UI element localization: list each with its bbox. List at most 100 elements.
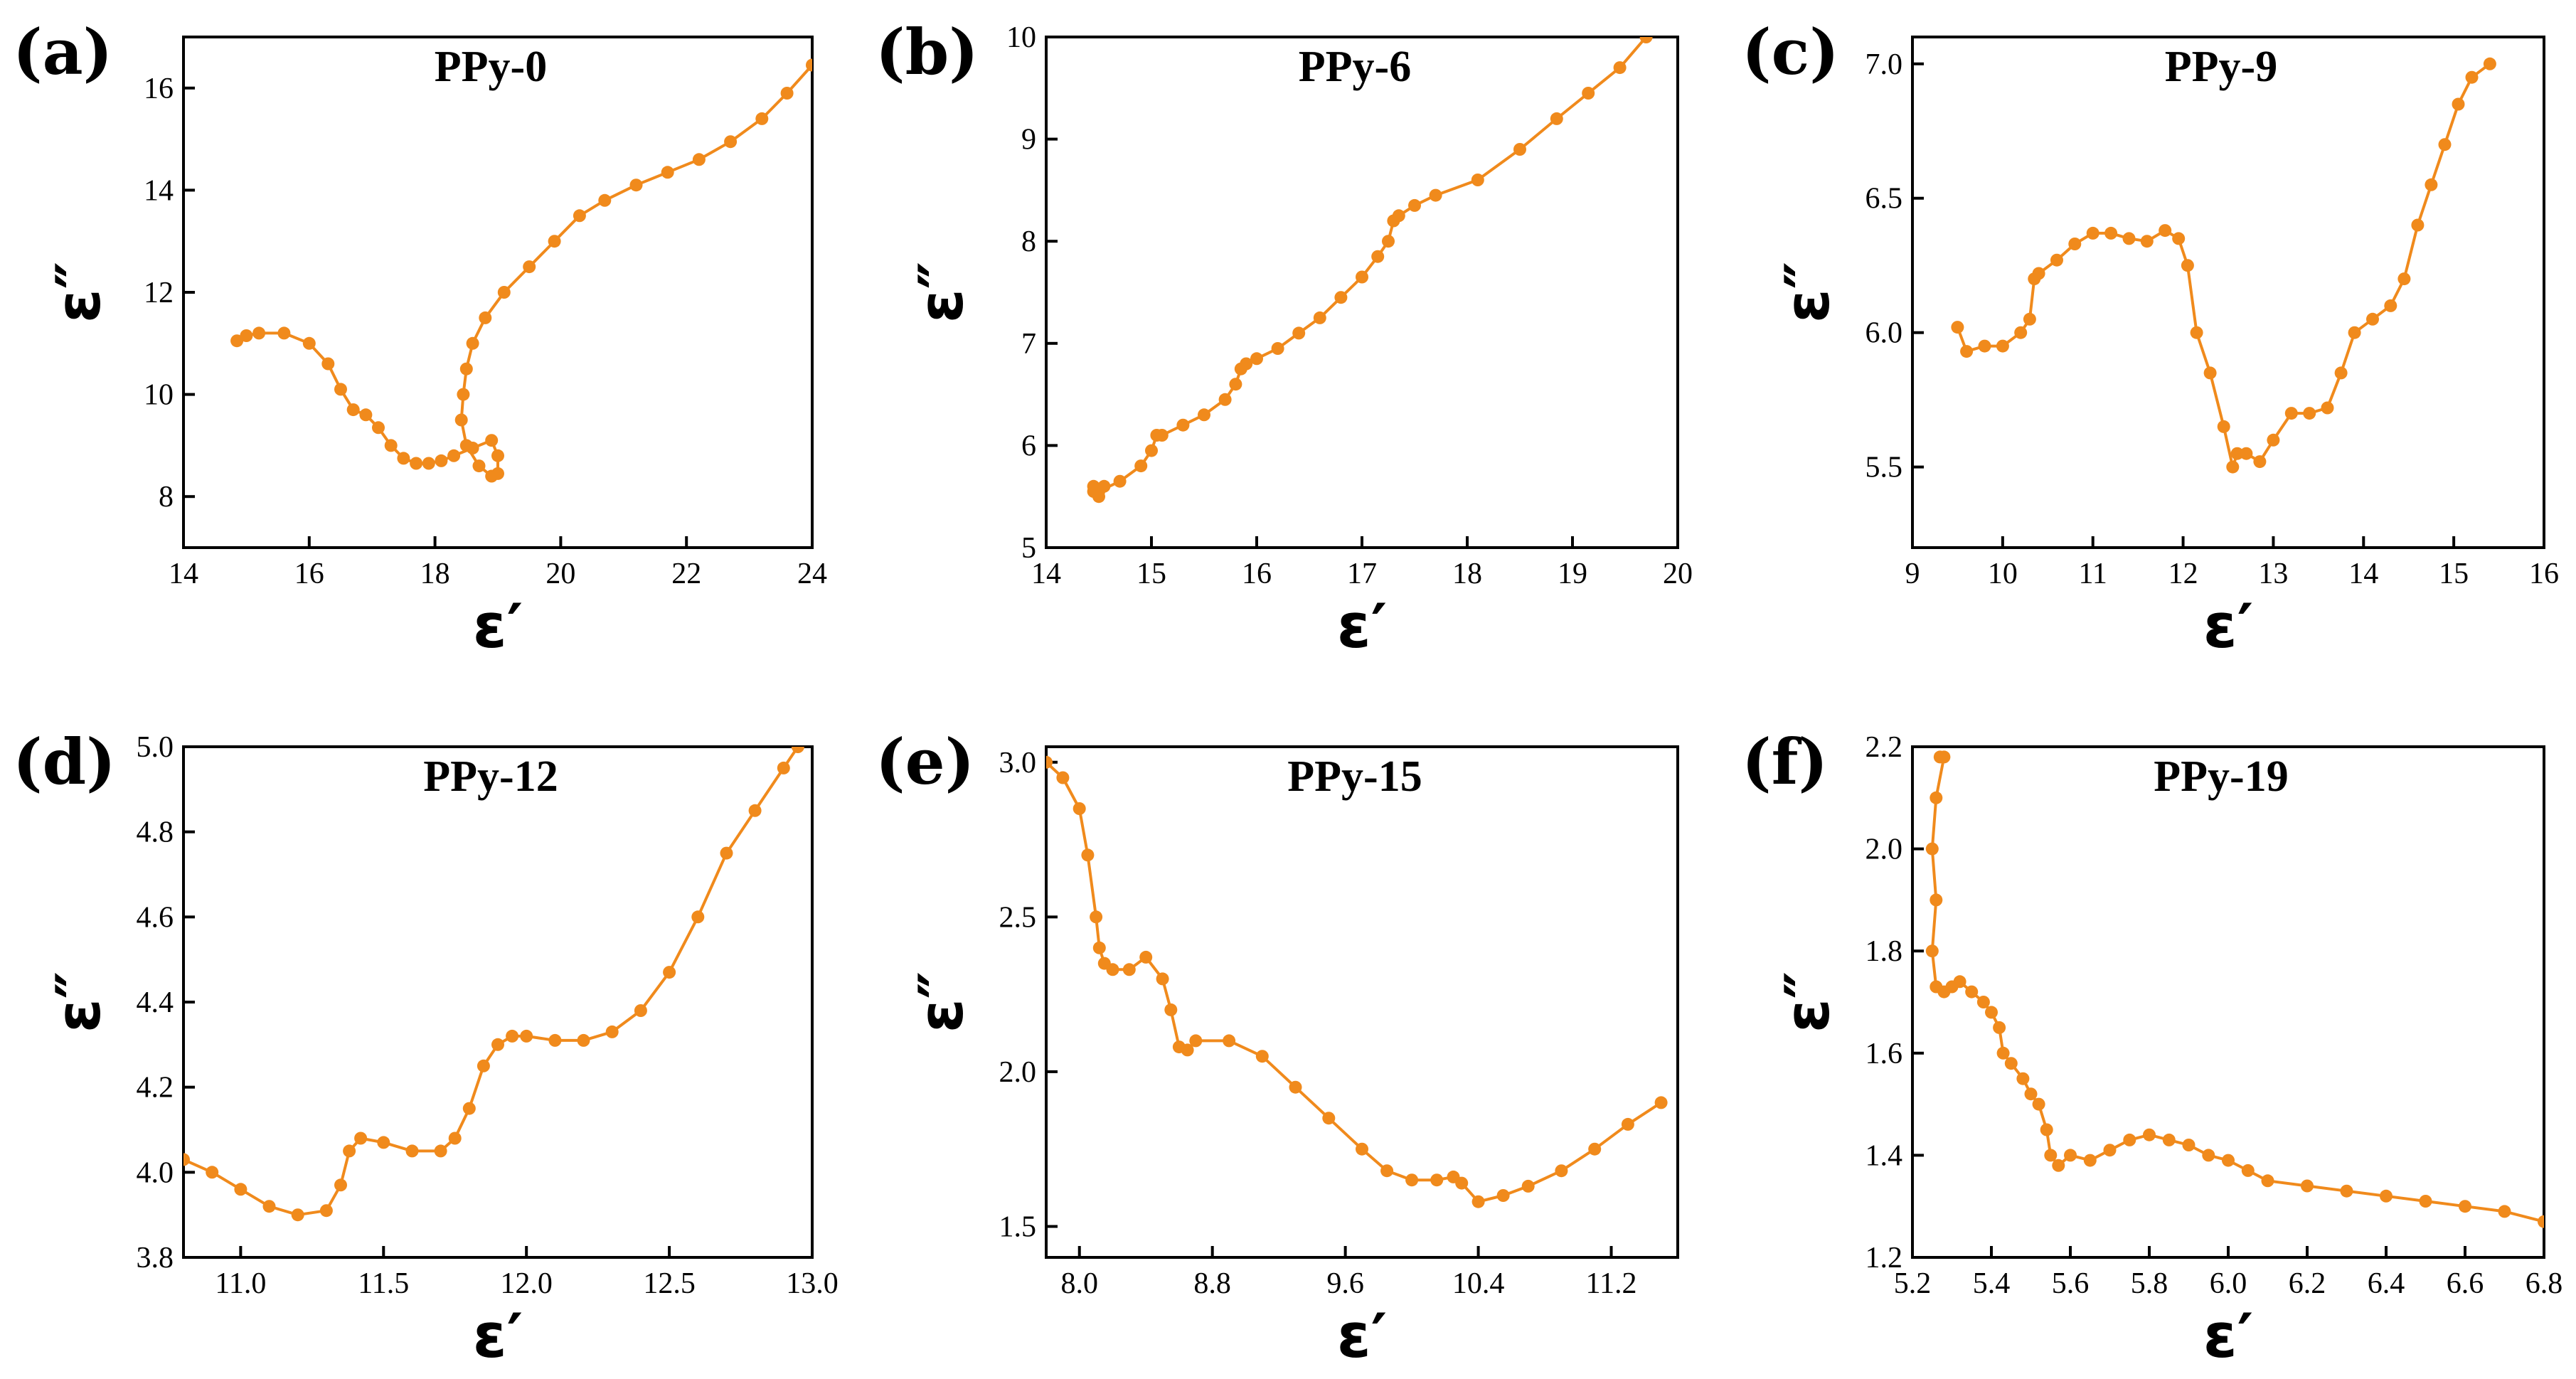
data-point [1429,188,1442,202]
data-point [1925,842,1939,856]
data-point [2452,97,2465,111]
data-point [1271,342,1284,355]
chart-panel-4: 11.0 11.5 12.0 12.5 13.0 3.8 4.0 4.2 4.4 4.6 4.8 5.… [13,725,839,1372]
x-tick-label: 10 [1988,558,2018,590]
data-point [2052,1159,2065,1172]
data-point [2261,1174,2274,1188]
y-tick-label: 6.0 [1866,317,1903,350]
data-point [1937,750,1951,764]
panel-label: (e) [875,725,974,799]
data-point [354,1132,368,1145]
x-tick-label: 16 [1242,558,1272,590]
x-tick-label: 5.4 [1973,1267,2011,1300]
data-point [1639,37,1653,43]
x-tick-label: 19 [1558,558,1587,590]
data-series [1925,750,2544,1228]
x-tick-label: 6.8 [2526,1267,2563,1300]
data-point [577,1033,590,1047]
data-point [1145,444,1158,457]
data-point [1189,1034,1203,1048]
data-point [397,452,410,465]
y-tick-label: 9 [1021,124,1036,156]
data-point [1550,112,1563,125]
data-point [791,747,804,753]
data-point [1978,339,1991,353]
data-point [1405,1173,1419,1187]
data-point [1380,1164,1394,1178]
series-line [1046,761,1662,1203]
x-tick-label: 12.0 [500,1267,553,1300]
data-point [2222,1154,2235,1167]
chart-panel-3: 9 10 11 12 13 14 15 16 5.5 6.0 6.5 7.0 (c) PPy-9 ε′ ε″ [1742,15,2559,662]
x-tick-label: 6.4 [2368,1267,2405,1300]
y-tick-label: 16 [144,73,174,105]
chart-title: PPy-0 [435,43,547,91]
data-point [410,457,423,470]
data-point [1555,1164,1568,1178]
data-point [1496,1189,1510,1202]
data-point [252,326,266,340]
data-point [548,235,561,248]
data-point [2419,1195,2432,1208]
data-point [1122,963,1136,976]
x-tick-label: 13.0 [786,1267,839,1300]
y-tick-label: 1.8 [1866,935,1903,968]
data-point [1382,235,1395,248]
y-tick-label: 1.6 [1866,1038,1903,1070]
data-point [692,153,706,166]
data-point [2050,253,2063,267]
data-point [2023,312,2036,326]
data-point [485,469,499,483]
data-point [384,439,398,452]
data-point [2217,420,2230,433]
panel-label: (c) [1742,15,1839,89]
data-series [1087,37,1653,504]
data-point [491,449,504,462]
x-tick-label: 20 [545,558,575,590]
panel-label: (b) [875,15,979,89]
data-point [262,1200,276,1213]
data-point [2083,1154,2097,1167]
y-tick-label: 6.5 [1866,183,1903,215]
y-tick-label: 8 [159,481,174,513]
data-point [1081,848,1095,862]
data-point [1976,996,1990,1008]
data-point [2104,226,2118,240]
data-point [1408,198,1421,212]
data-point [2321,401,2334,415]
y-tick-label: 4.0 [137,1156,174,1189]
y-tick-label: 4.4 [137,986,174,1019]
y-axis-label: ε″ [43,971,115,1033]
data-point [291,1208,304,1222]
data-point [2380,1189,2393,1203]
data-point [2103,1144,2117,1157]
data-point [1181,1043,1194,1057]
series-line [1956,63,2491,469]
data-point [2465,70,2479,84]
chart-title: PPy-9 [2165,43,2277,91]
x-tick-label: 15 [1137,558,1166,590]
y-tick-label: 4.6 [137,901,174,934]
data-point [1613,61,1627,75]
x-tick-label: 8.8 [1193,1267,1231,1300]
data-point [1996,1046,2010,1060]
data-point [523,260,536,274]
data-point [2143,1128,2156,1141]
x-tick-label: 13 [2258,558,2288,590]
x-tick-label: 9 [1905,558,1920,590]
y-axis-label: ε″ [906,262,977,323]
data-point [2172,232,2186,245]
y-tick-label: 5.5 [1866,452,1903,484]
data-point [2397,272,2411,286]
data-point [454,413,468,427]
panel-label: (d) [13,725,116,799]
x-tick-label: 9.6 [1326,1267,1364,1300]
y-tick-label: 14 [144,174,174,207]
x-tick-label: 17 [1347,558,1377,590]
data-point [1250,352,1263,366]
x-axis-label: ε′ [2203,1301,2254,1372]
chart-title: PPy-6 [1299,43,1411,91]
data-point [485,434,499,447]
data-point [1588,1142,1602,1156]
data-point [1134,459,1148,473]
